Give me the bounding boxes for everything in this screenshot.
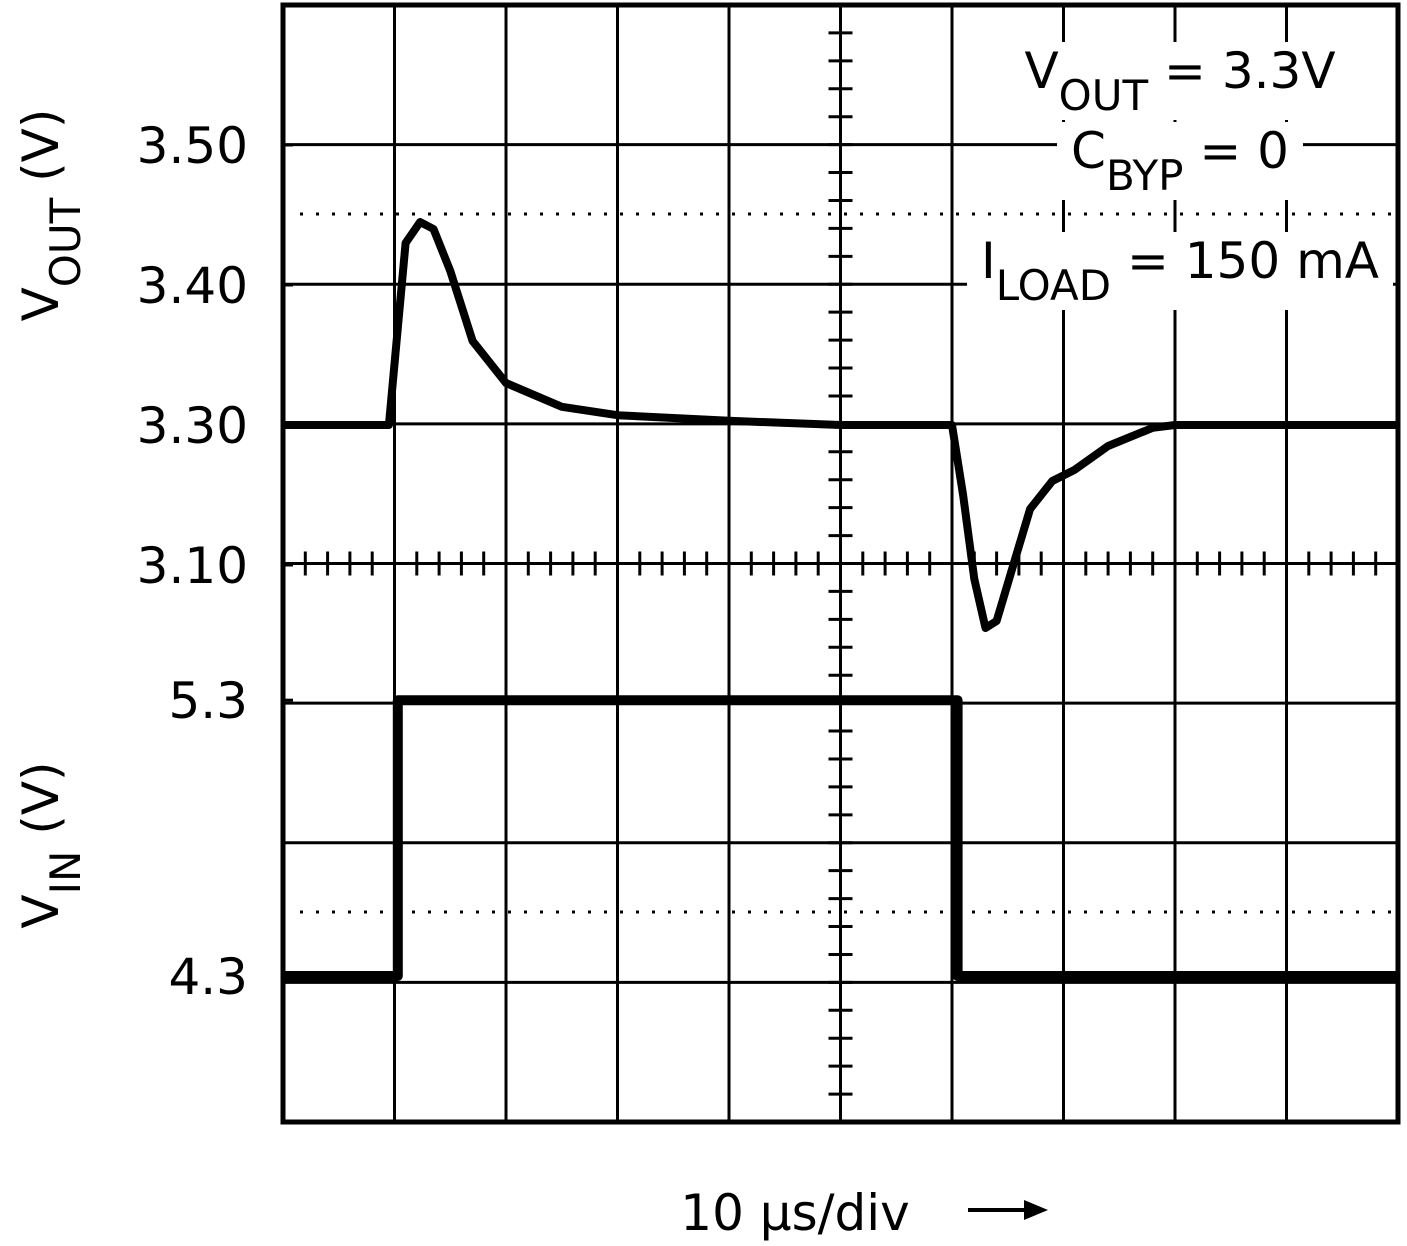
y-tick-label: 4.3 [168, 948, 248, 1006]
label: VIN (V) [12, 761, 90, 928]
label: VOUT (V) [12, 109, 90, 322]
y-tick-label: 3.30 [137, 397, 248, 455]
trace [283, 218, 1398, 632]
label-part: V [1024, 42, 1058, 100]
annotation: CBYP = 0 [1071, 122, 1289, 200]
label-part: (V) [12, 761, 70, 850]
x-axis-label: 10 μs/div [680, 1184, 909, 1242]
y-tick-label: 3.40 [137, 257, 248, 315]
label-part: I [981, 232, 996, 290]
label-part: V [12, 287, 70, 321]
label-part: = 150 mA [1111, 232, 1379, 290]
trace [283, 695, 1398, 981]
label-part: = 3.3V [1148, 42, 1335, 100]
label-part: BYP [1106, 151, 1184, 200]
label-background [1057, 122, 1303, 200]
annotation: ILOAD = 150 mA [981, 232, 1379, 310]
label-part: IN [41, 851, 90, 895]
annotation: VOUT = 3.3V [1024, 42, 1335, 120]
label-part: (V) [12, 109, 70, 198]
label-part: OUT [1059, 71, 1149, 120]
label-part: OUT [41, 197, 90, 287]
arrow-head [1024, 1200, 1048, 1220]
y-tick-label: 5.3 [168, 672, 248, 730]
y-tick-label: 3.10 [137, 537, 248, 595]
label-part: = 0 [1183, 122, 1289, 180]
y-tick-label: 3.50 [137, 117, 248, 175]
label-part: LOAD [996, 261, 1111, 310]
label-part: C [1071, 122, 1106, 180]
traces [283, 218, 1398, 981]
label-background [967, 232, 1393, 310]
label-background [1010, 42, 1350, 120]
label-part: V [12, 894, 70, 928]
